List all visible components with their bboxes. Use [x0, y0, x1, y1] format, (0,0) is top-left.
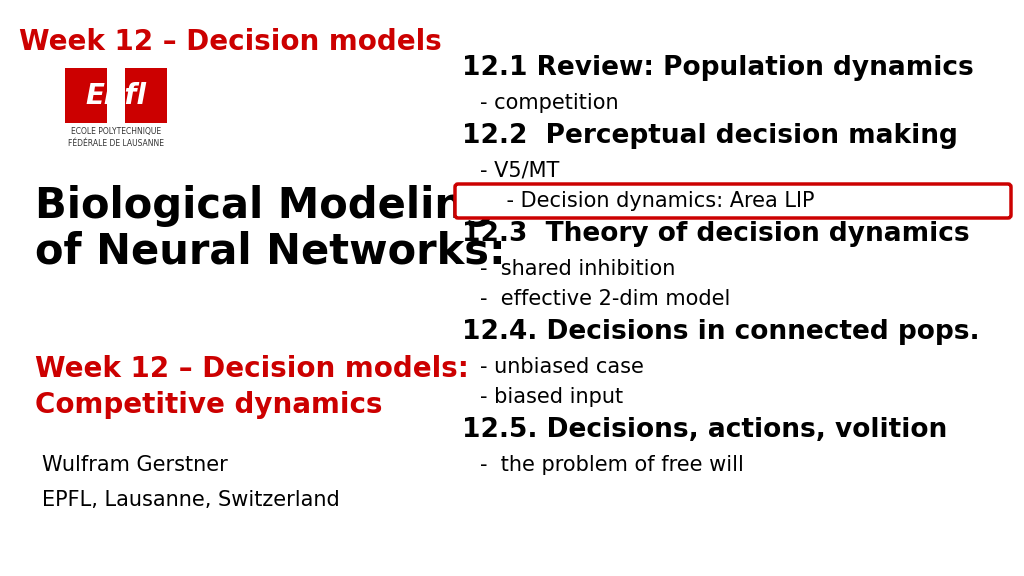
Bar	[106, 68, 125, 123]
Text: - competition: - competition	[480, 93, 618, 113]
Text: Biological Modeling
of Neural Networks:: Biological Modeling of Neural Networks:	[35, 185, 506, 272]
Text: -  effective 2-dim model: - effective 2-dim model	[480, 289, 730, 309]
Text: Week 12 – Decision models:
Competitive dynamics: Week 12 – Decision models: Competitive d…	[35, 355, 469, 419]
Text: -  shared inhibition: - shared inhibition	[480, 259, 676, 279]
Text: 12.1 Review: Population dynamics: 12.1 Review: Population dynamics	[462, 55, 974, 81]
Text: - V5/MT: - V5/MT	[480, 161, 559, 181]
Text: 12.3  Theory of decision dynamics: 12.3 Theory of decision dynamics	[462, 221, 970, 247]
Text: EPFL, Lausanne, Switzerland: EPFL, Lausanne, Switzerland	[42, 490, 340, 510]
Text: 12.2  Perceptual decision making: 12.2 Perceptual decision making	[462, 123, 957, 149]
Text: Wulfram Gerstner: Wulfram Gerstner	[42, 455, 227, 475]
Bar	[65, 68, 106, 123]
Bar	[125, 68, 167, 123]
Text: - unbiased case: - unbiased case	[480, 357, 644, 377]
Text: - biased input: - biased input	[480, 387, 624, 407]
Text: -  the problem of free will: - the problem of free will	[480, 455, 743, 475]
Text: ECOLE POLYTECHNIQUE
FÉDÉRALE DE LAUSANNE: ECOLE POLYTECHNIQUE FÉDÉRALE DE LAUSANNE	[68, 127, 164, 148]
Text: - Decision dynamics: Area LIP: - Decision dynamics: Area LIP	[480, 191, 814, 211]
Text: 12.4. Decisions in connected pops.: 12.4. Decisions in connected pops.	[462, 319, 980, 345]
Text: EPfl: EPfl	[85, 81, 146, 109]
Text: Week 12 – Decision models: Week 12 – Decision models	[18, 28, 441, 56]
Text: 12.5. Decisions, actions, volition: 12.5. Decisions, actions, volition	[462, 417, 947, 443]
FancyBboxPatch shape	[455, 184, 1011, 218]
